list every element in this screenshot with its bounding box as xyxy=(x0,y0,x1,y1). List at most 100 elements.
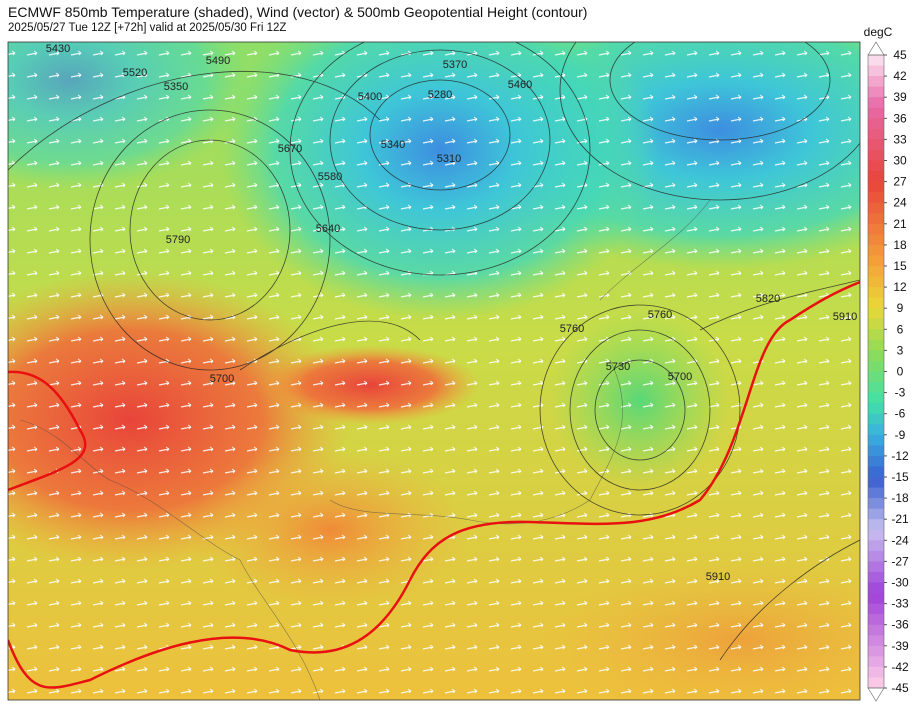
colorbar-segment xyxy=(868,677,884,689)
colorbar-segment xyxy=(868,76,884,88)
colorbar-segment xyxy=(868,529,884,541)
colorbar-segment xyxy=(868,445,884,457)
colorbar-segment xyxy=(868,297,884,309)
colorbar-segment xyxy=(868,350,884,362)
contour-label: 5580 xyxy=(318,171,342,183)
colorbar-arrow-top xyxy=(867,41,885,56)
colorbar-tick-label: -9 xyxy=(895,428,906,442)
colorbar-label: degC xyxy=(864,25,893,39)
colorbar-segment xyxy=(868,107,884,119)
colorbar-segment xyxy=(868,413,884,425)
colorbar-segment xyxy=(868,318,884,330)
contour-label: 5280 xyxy=(428,89,452,101)
colorbar-segment xyxy=(868,266,884,278)
contour-label: 5670 xyxy=(278,143,302,155)
colorbar-tick-label: -15 xyxy=(891,470,909,484)
colorbar-tick-label: 12 xyxy=(893,280,907,294)
colorbar-tick-label: -27 xyxy=(891,554,909,568)
colorbar-segment xyxy=(868,171,884,183)
contour-label: 5430 xyxy=(46,43,70,55)
contour-label: 5400 xyxy=(358,91,382,103)
colorbar-arrow-bottom xyxy=(867,687,885,702)
colorbar-segment xyxy=(868,128,884,140)
colorbar-segment xyxy=(868,213,884,225)
colorbar-segment xyxy=(868,487,884,499)
colorbar-segment xyxy=(868,244,884,256)
freezing-line xyxy=(8,280,860,689)
colorbar-segment xyxy=(868,571,884,583)
colorbar-tick-label: 39 xyxy=(893,90,907,104)
colorbar-tick-label: -36 xyxy=(891,618,909,632)
colorbar-tick-label: -21 xyxy=(891,512,909,526)
colorbar-segment xyxy=(868,540,884,552)
colorbar-segment xyxy=(868,181,884,193)
contour-label: 5760 xyxy=(648,309,672,321)
colorbar-segment xyxy=(868,55,884,67)
colorbar-segment xyxy=(868,329,884,341)
colorbar-segment xyxy=(868,255,884,267)
colorbar-segment xyxy=(868,234,884,246)
contour-label: 5310 xyxy=(437,153,461,165)
colorbar-tick-label: -3 xyxy=(895,386,906,400)
contour-label: 5520 xyxy=(123,67,147,79)
colorbar-segment xyxy=(868,477,884,489)
colorbar: degC4542393633302724211815129630-3-6-9-1… xyxy=(864,25,909,702)
colorbar-tick-label: 21 xyxy=(893,217,907,231)
colorbar-segment xyxy=(868,645,884,657)
colorbar-segment xyxy=(868,614,884,626)
colorbar-segment xyxy=(868,403,884,415)
map-title: ECMWF 850mb Temperature (shaded), Wind (… xyxy=(8,4,588,20)
colorbar-segment xyxy=(868,97,884,109)
contour-label: 5460 xyxy=(508,79,532,91)
colorbar-segment xyxy=(868,508,884,520)
colorbar-segment xyxy=(868,635,884,647)
contour-label: 5340 xyxy=(381,139,405,151)
contour-label: 5640 xyxy=(316,223,340,235)
colorbar-segment xyxy=(868,624,884,636)
colorbar-tick-label: 24 xyxy=(893,196,907,210)
colorbar-segment xyxy=(868,593,884,605)
colorbar-segment xyxy=(868,455,884,467)
colorbar-tick-label: 42 xyxy=(893,69,907,83)
colorbar-tick-label: 3 xyxy=(897,343,904,357)
colorbar-segment xyxy=(868,139,884,151)
colorbar-tick-label: -45 xyxy=(891,681,909,695)
colorbar-segment xyxy=(868,603,884,615)
contour-label: 5760 xyxy=(560,323,584,335)
colorbar-tick-label: -18 xyxy=(891,491,909,505)
contour-label: 5700 xyxy=(210,373,234,385)
colorbar-segment xyxy=(868,223,884,235)
map-subtitle: 2025/05/27 Tue 12Z [+72h] valid at 2025/… xyxy=(8,22,287,34)
contour-label: 5910 xyxy=(706,571,730,583)
colorbar-segment xyxy=(868,160,884,172)
colorbar-segment xyxy=(868,192,884,204)
colorbar-segment xyxy=(868,392,884,404)
colorbar-segment xyxy=(868,118,884,130)
colorbar-tick-label: 30 xyxy=(893,154,907,168)
contour-label: 5370 xyxy=(443,59,467,71)
colorbar-tick-label: 18 xyxy=(893,238,907,252)
colorbar-segment xyxy=(868,371,884,383)
colorbar-tick-label: 27 xyxy=(893,175,907,189)
colorbar-tick-label: 33 xyxy=(893,132,907,146)
colorbar-segment xyxy=(868,276,884,288)
colorbar-segment xyxy=(868,434,884,446)
colorbar-tick-label: -39 xyxy=(891,639,909,653)
colorbar-tick-label: 0 xyxy=(897,365,904,379)
colorbar-segment xyxy=(868,498,884,510)
colorbar-tick-label: 9 xyxy=(897,301,904,315)
colorbar-tick-label: 36 xyxy=(893,111,907,125)
colorbar-segment xyxy=(868,360,884,372)
colorbar-segment xyxy=(868,466,884,478)
colorbar-segment xyxy=(868,550,884,562)
colorbar-segment xyxy=(868,308,884,320)
contour-label: 5820 xyxy=(756,293,780,305)
contour-label: 5910 xyxy=(833,311,857,323)
colorbar-segment xyxy=(868,382,884,394)
contour-label: 5700 xyxy=(668,371,692,383)
colorbar-segment xyxy=(868,86,884,98)
contour-label-group: 5490 5520 5350 5670 5580 5640 5790 5700 5430 5280… xyxy=(46,43,857,583)
colorbar-segment xyxy=(868,666,884,678)
